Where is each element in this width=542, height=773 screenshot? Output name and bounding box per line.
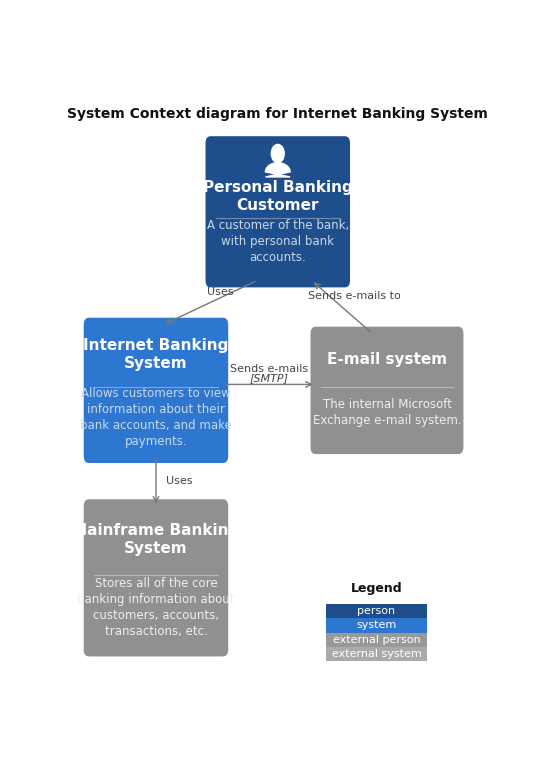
Text: The internal Microsoft
Exchange e-mail system.: The internal Microsoft Exchange e-mail s… <box>313 398 461 427</box>
Text: A customer of the bank,
with personal bank
accounts.: A customer of the bank, with personal ba… <box>207 219 349 264</box>
Text: System Context diagram for Internet Banking System: System Context diagram for Internet Bank… <box>67 107 488 121</box>
Circle shape <box>272 145 284 163</box>
Text: Sends e-mails: Sends e-mails <box>230 364 308 373</box>
FancyBboxPatch shape <box>326 632 427 647</box>
Text: Uses: Uses <box>208 287 234 297</box>
Polygon shape <box>266 163 290 177</box>
Text: person: person <box>357 606 396 616</box>
Text: external system: external system <box>332 649 421 659</box>
Text: [SMTP]: [SMTP] <box>250 373 289 383</box>
Text: Uses: Uses <box>166 476 193 486</box>
Text: external person: external person <box>333 635 420 645</box>
Text: Stores all of the core
banking information about
customers, accounts,
transactio: Stores all of the core banking informati… <box>77 577 235 638</box>
FancyBboxPatch shape <box>326 618 427 632</box>
Text: Sends e-mails to: Sends e-mails to <box>308 291 401 301</box>
Text: Internet Banking
System: Internet Banking System <box>83 338 229 371</box>
FancyBboxPatch shape <box>311 327 463 454</box>
FancyBboxPatch shape <box>83 499 228 656</box>
FancyBboxPatch shape <box>326 647 427 661</box>
Text: Personal Banking
Customer: Personal Banking Customer <box>203 180 353 213</box>
Text: Legend: Legend <box>351 582 402 595</box>
Text: E-mail system: E-mail system <box>327 352 447 366</box>
Text: system: system <box>356 621 397 631</box>
FancyBboxPatch shape <box>205 136 350 288</box>
FancyBboxPatch shape <box>326 604 427 618</box>
Text: Mainframe Banking
System: Mainframe Banking System <box>72 523 240 556</box>
Text: Allows customers to view
information about their
bank accounts, and make
payment: Allows customers to view information abo… <box>80 386 232 448</box>
FancyBboxPatch shape <box>83 318 228 463</box>
